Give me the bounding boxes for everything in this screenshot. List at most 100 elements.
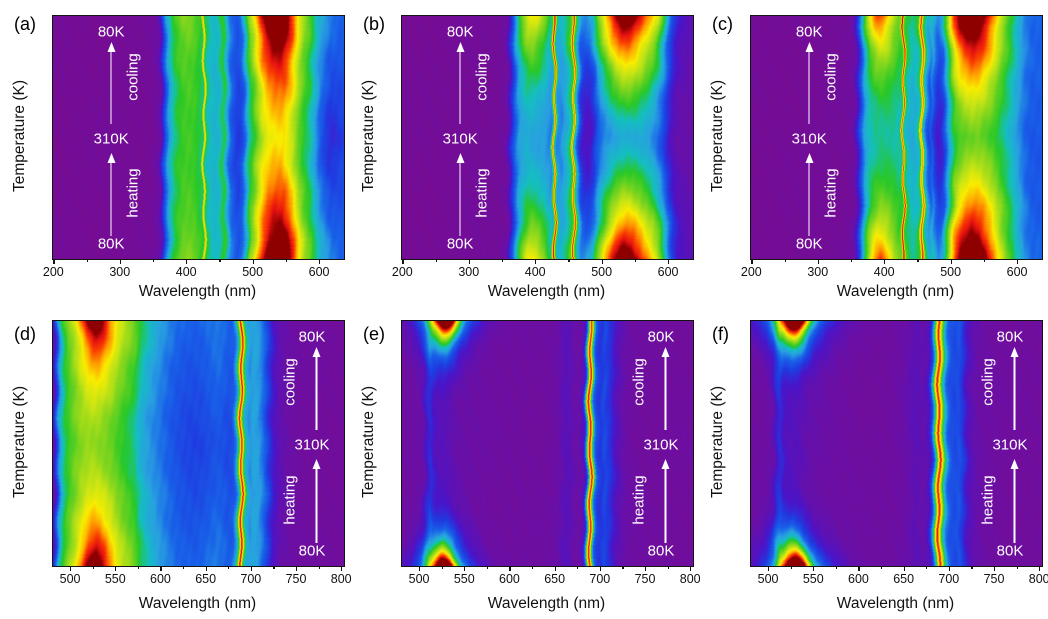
x-major-tick <box>948 566 950 571</box>
annotation-top-temp: 80K <box>996 328 1024 346</box>
x-tick-label: 600 <box>657 265 679 279</box>
x-tick-label: 200 <box>42 265 64 279</box>
y-axis-label: Temperature (K) <box>360 386 377 498</box>
x-major-tick <box>160 566 162 571</box>
x-axis-label: Wavelength (nm) <box>836 283 955 300</box>
annotation-cooling: cooling <box>281 358 299 407</box>
x-tick-label: 200 <box>740 265 762 279</box>
arrow-shaft <box>110 163 112 236</box>
heatmap-plot-area: 80K cooling 310K heating 80K <box>401 320 694 567</box>
x-tick-label: 750 <box>634 572 656 586</box>
x-axis-ticks: 200 300 400 500 600 <box>741 259 1041 283</box>
heating-arrow-icon <box>804 153 815 236</box>
x-minor-tick <box>568 259 570 262</box>
heatmap-plot-area: 80K cooling 310K heating 80K <box>750 320 1043 567</box>
x-axis-label: Wavelength (nm) <box>138 283 257 300</box>
panel-label: (b) <box>363 14 385 34</box>
arrow-head-icon <box>661 346 670 357</box>
annotation-heating: heating <box>822 168 840 218</box>
arrow-shaft <box>315 356 318 431</box>
annotation-top-temp: 80K <box>795 23 823 41</box>
annotation-heating: heating <box>630 475 648 525</box>
x-tick-label: 800 <box>679 572 701 586</box>
x-major-tick <box>858 566 860 571</box>
heatmap-panel-a: (a) Temperature (K) 80K cooling 310K hea… <box>0 0 349 310</box>
x-tick-label: 400 <box>524 265 546 279</box>
arrow-head-icon <box>456 153 465 164</box>
x-major-tick <box>668 259 670 264</box>
x-axis-label: Wavelength (nm) <box>487 595 606 612</box>
x-tick-label: 500 <box>940 265 962 279</box>
x-major-tick <box>1017 259 1019 264</box>
x-axis-label: Wavelength (nm) <box>138 595 257 612</box>
x-major-tick <box>250 566 252 571</box>
annotation-bottom-temp: 80K <box>996 542 1024 560</box>
x-minor-tick <box>285 259 288 262</box>
x-minor-tick <box>183 566 185 569</box>
x-minor-tick <box>486 566 489 569</box>
x-minor-tick <box>881 566 883 569</box>
x-major-tick <box>751 259 753 264</box>
x-tick-label: 650 <box>195 572 217 586</box>
x-tick-label: 600 <box>1006 265 1028 279</box>
x-tick-label: 600 <box>848 572 869 586</box>
x-tick-label: 400 <box>873 265 895 279</box>
heatmap-plot-area: 80K cooling 310K heating 80K <box>52 320 345 567</box>
x-tick-label: 500 <box>408 572 430 586</box>
cooling-arrow-icon <box>455 41 466 125</box>
x-major-tick <box>119 259 121 264</box>
heatmap-panel-d: (d) Temperature (K) 80K cooling 310K hea… <box>0 310 352 619</box>
x-major-tick <box>601 259 603 264</box>
x-minor-tick <box>219 259 221 262</box>
x-major-tick <box>950 259 952 264</box>
arrow-shaft <box>459 163 461 236</box>
annotation-mid-temp: 310K <box>442 130 478 148</box>
panel-label: (e) <box>363 324 385 344</box>
x-major-tick <box>813 566 815 571</box>
x-minor-tick <box>971 566 973 569</box>
annotation-heating: heating <box>124 168 142 218</box>
panel-label: (d) <box>14 324 36 344</box>
heating-arrow-icon <box>106 153 117 236</box>
heatmap-canvas <box>53 321 344 566</box>
cooling-arrow-icon <box>1009 346 1020 431</box>
x-minor-tick <box>273 566 275 569</box>
arrow-head-icon <box>312 346 321 357</box>
x-major-tick <box>402 259 404 264</box>
x-tick-label: 700 <box>938 572 960 586</box>
x-major-tick <box>419 566 421 571</box>
heating-arrow-icon <box>455 153 466 236</box>
panel-label: (f) <box>712 324 729 344</box>
annotation-cooling: cooling <box>822 52 840 101</box>
cooling-arrow-icon <box>660 346 671 431</box>
x-major-tick <box>554 566 556 571</box>
x-minor-tick <box>435 259 437 262</box>
cooling-arrow-icon <box>311 346 322 431</box>
x-minor-tick <box>917 259 919 262</box>
x-major-tick <box>535 259 537 264</box>
arrow-head-icon <box>312 459 321 470</box>
arrow-head-icon <box>661 459 670 470</box>
arrow-head-icon <box>1010 346 1019 357</box>
annotation-bottom-temp: 80K <box>446 235 474 253</box>
x-tick-label: 550 <box>802 572 824 586</box>
arrow-head-icon <box>1010 459 1019 470</box>
x-tick-label: 550 <box>104 572 126 586</box>
heatmap-canvas <box>402 16 693 259</box>
x-minor-tick <box>152 259 155 262</box>
x-axis-ticks: 500 550 600 650 700 750 800 <box>52 566 352 590</box>
annotation-mid-temp: 310K <box>93 130 129 148</box>
x-major-tick <box>468 259 470 264</box>
x-tick-label: 300 <box>109 265 131 279</box>
heatmap-canvas <box>402 321 693 566</box>
x-major-tick <box>319 259 321 264</box>
panel-label: (c) <box>712 14 733 34</box>
annotation-mid-temp: 310K <box>791 130 827 148</box>
x-major-tick <box>252 259 254 264</box>
x-minor-tick <box>790 566 792 569</box>
y-axis-label: Temperature (K) <box>11 80 28 192</box>
annotation-mid-temp: 310K <box>643 436 679 454</box>
x-minor-tick <box>784 259 786 262</box>
cooling-arrow-icon <box>106 41 117 125</box>
